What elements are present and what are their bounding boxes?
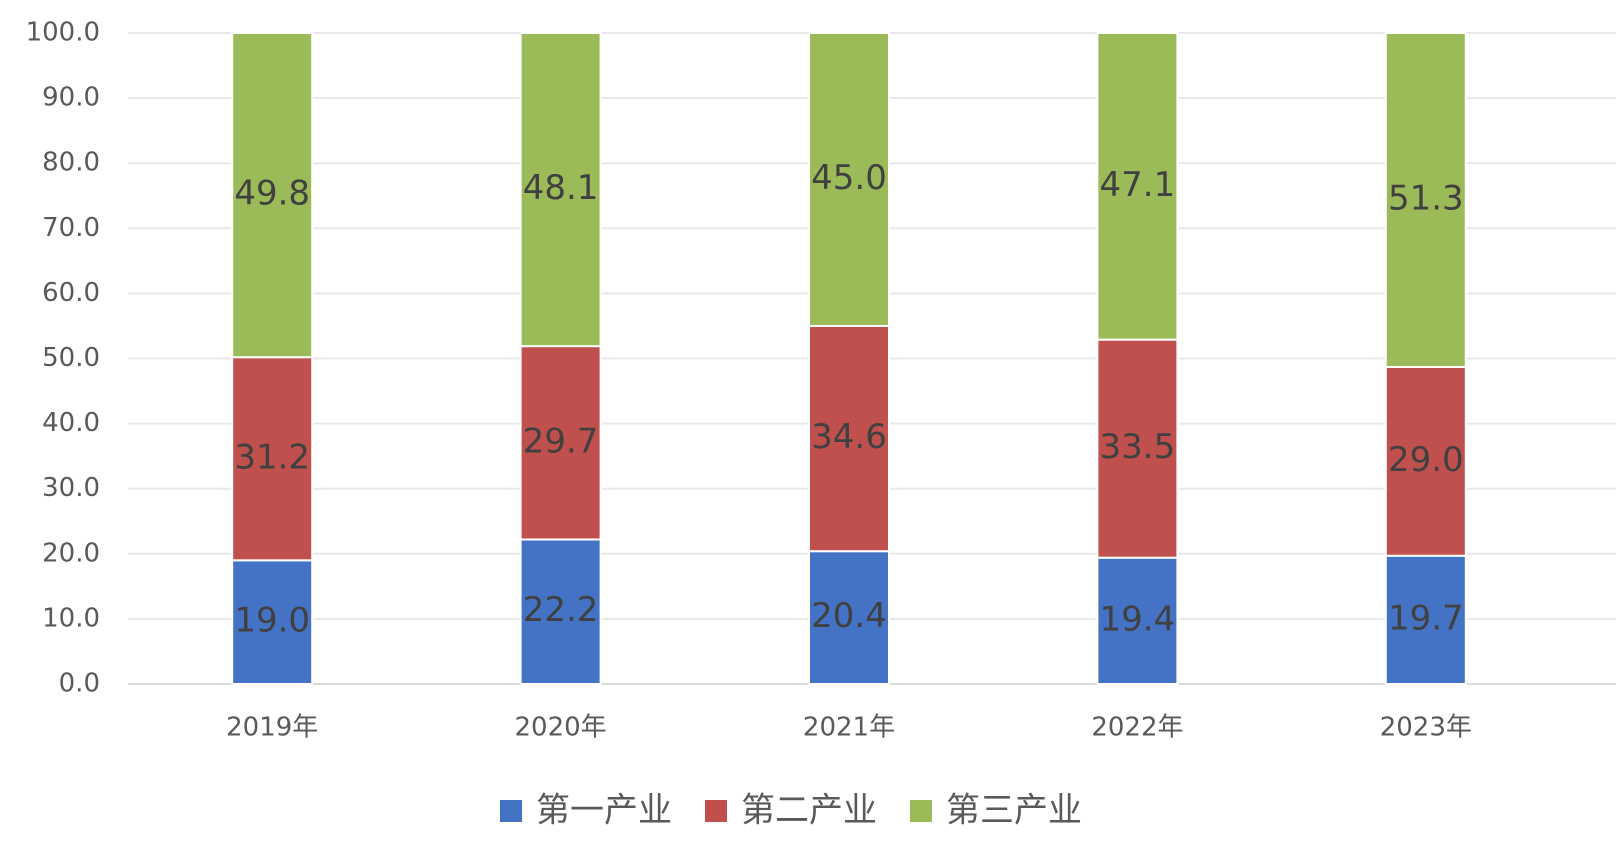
y-tick-label: 10.0 — [42, 603, 100, 633]
legend-swatch — [500, 800, 522, 822]
data-label: 33.5 — [1100, 427, 1176, 467]
y-tick-label: 90.0 — [42, 83, 100, 113]
legend-swatch — [705, 800, 727, 822]
y-tick-label: 50.0 — [42, 343, 100, 373]
bar-segment — [1384, 554, 1467, 685]
y-tick-label: 20.0 — [42, 538, 100, 568]
x-tick-label: 2019年 — [226, 713, 318, 743]
data-label: 51.3 — [1388, 178, 1464, 218]
data-label: 48.1 — [523, 168, 599, 208]
bar-segment — [1096, 556, 1179, 685]
bar-segment — [1096, 32, 1179, 341]
legend-label: 第三产业 — [946, 791, 1082, 831]
legend-label: 第一产业 — [536, 791, 672, 831]
data-label: 19.7 — [1388, 598, 1464, 638]
legend-label: 第二产业 — [741, 791, 877, 831]
x-tick-label: 2022年 — [1091, 713, 1183, 743]
y-tick-label: 100.0 — [26, 18, 100, 48]
data-label: 29.0 — [1388, 440, 1464, 480]
legend-swatch — [910, 800, 932, 822]
y-tick-label: 80.0 — [42, 148, 100, 178]
y-tick-label: 40.0 — [42, 408, 100, 438]
data-label: 31.2 — [234, 437, 310, 477]
y-tick-label: 70.0 — [42, 213, 100, 243]
bar-segment — [1384, 32, 1467, 368]
data-label: 29.7 — [523, 421, 599, 461]
y-tick-label: 60.0 — [42, 278, 100, 308]
y-tick-label: 30.0 — [42, 473, 100, 503]
bar-segment — [1096, 338, 1179, 559]
data-label: 49.8 — [234, 174, 310, 214]
bar-segment — [519, 32, 602, 348]
data-label: 47.1 — [1100, 165, 1176, 205]
bar-segment — [808, 32, 890, 327]
bar-segment — [519, 345, 602, 541]
data-label: 20.4 — [811, 596, 887, 636]
data-label: 34.6 — [811, 417, 887, 457]
x-tick-label: 2023年 — [1380, 713, 1472, 743]
y-tick-label: 0.0 — [59, 669, 100, 699]
bar-segment — [231, 356, 314, 562]
data-label: 19.4 — [1100, 599, 1176, 639]
bar-segment — [231, 32, 314, 359]
bar-segment — [519, 538, 602, 686]
bar-segment — [231, 559, 314, 685]
data-label: 45.0 — [811, 158, 887, 198]
data-label: 22.2 — [523, 590, 599, 630]
data-label: 19.0 — [234, 601, 310, 641]
x-tick-label: 2021年 — [803, 713, 895, 743]
x-tick-label: 2020年 — [515, 713, 607, 743]
